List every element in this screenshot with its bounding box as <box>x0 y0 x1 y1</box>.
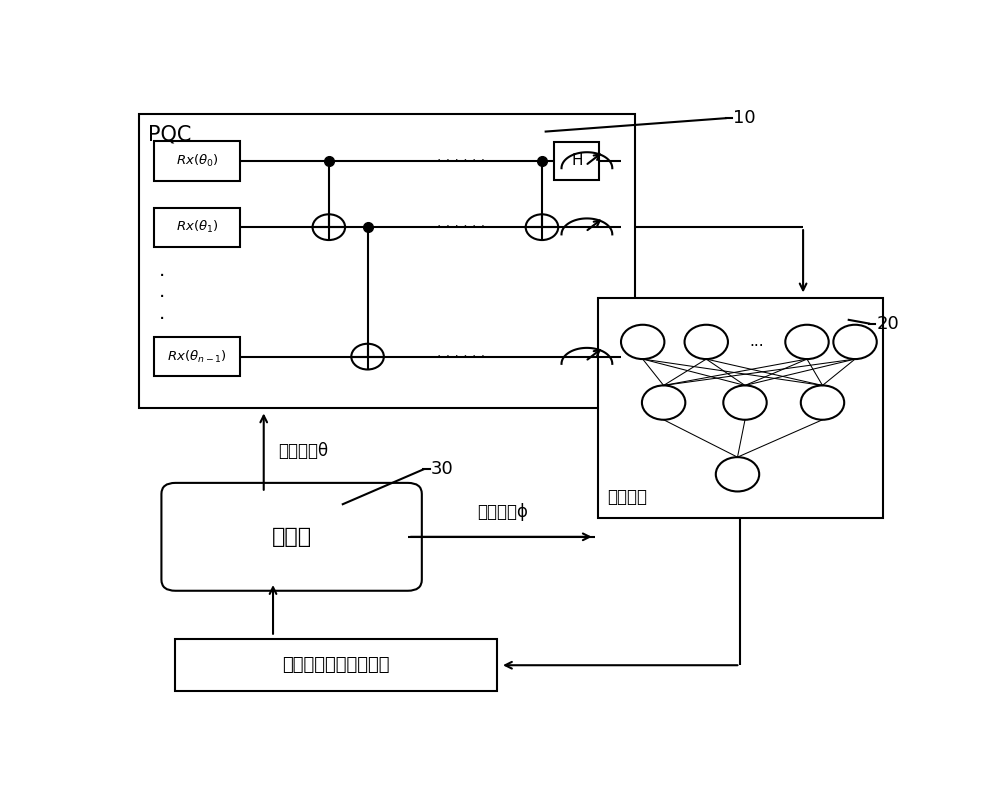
FancyBboxPatch shape <box>154 337 240 377</box>
Text: .: . <box>159 261 165 280</box>
FancyBboxPatch shape <box>161 483 422 591</box>
FancyBboxPatch shape <box>154 142 240 181</box>
FancyBboxPatch shape <box>554 142 599 180</box>
Text: $Rx(\theta_{n-1})$: $Rx(\theta_{n-1})$ <box>167 349 227 365</box>
Text: .: . <box>159 304 165 323</box>
Text: 优化器: 优化器 <box>272 527 312 547</box>
Text: H: H <box>571 154 583 169</box>
Text: 更新参数θ: 更新参数θ <box>278 442 328 460</box>
Text: · · · · · ·: · · · · · · <box>437 154 485 168</box>
Text: · · · · · ·: · · · · · · <box>437 349 485 364</box>
Text: ...: ... <box>749 334 764 349</box>
Text: 30: 30 <box>431 460 454 478</box>
Text: 10: 10 <box>733 109 756 127</box>
Text: 更新参数ϕ: 更新参数ϕ <box>477 504 528 521</box>
FancyBboxPatch shape <box>139 114 635 408</box>
FancyBboxPatch shape <box>598 298 883 518</box>
Text: $Rx(\theta_1)$: $Rx(\theta_1)$ <box>176 219 218 236</box>
Text: 神经网络: 神经网络 <box>607 488 647 506</box>
Text: PQC: PQC <box>148 125 192 145</box>
FancyBboxPatch shape <box>154 208 240 247</box>
Text: 20: 20 <box>877 314 900 333</box>
Text: · · · · · ·: · · · · · · <box>437 220 485 234</box>
Text: 哈密顿量的能量期望値: 哈密顿量的能量期望値 <box>282 656 390 674</box>
Text: .: . <box>159 283 165 302</box>
Text: $Rx(\theta_0)$: $Rx(\theta_0)$ <box>176 153 218 169</box>
FancyBboxPatch shape <box>175 639 497 691</box>
